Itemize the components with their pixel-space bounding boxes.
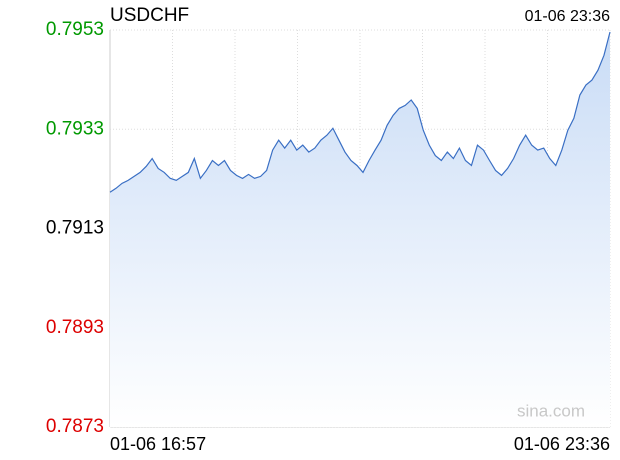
y-tick-label: 0.7893: [46, 317, 104, 338]
watermark: sina.com: [517, 401, 585, 420]
y-tick-label: 0.7933: [46, 118, 104, 139]
y-tick-label: 0.7953: [46, 19, 104, 40]
chart-title: USDCHF: [110, 5, 189, 26]
x-tick-label: 01-06 23:36: [514, 434, 610, 454]
y-tick-label: 0.7913: [46, 218, 104, 239]
x-tick-label: 01-06 16:57: [110, 434, 206, 454]
area: [110, 31, 610, 428]
price-line: [109, 31, 611, 193]
y-tick-label: 0.7873: [46, 416, 104, 437]
update-time: 01-06 23:36: [525, 8, 611, 25]
